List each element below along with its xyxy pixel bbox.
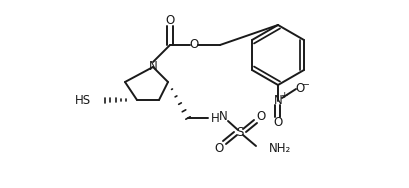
Text: O: O xyxy=(256,109,265,123)
Text: O: O xyxy=(214,142,223,155)
Text: N: N xyxy=(148,59,157,73)
Text: HS: HS xyxy=(75,93,91,106)
Text: O: O xyxy=(294,83,304,96)
Text: NH₂: NH₂ xyxy=(268,143,290,155)
Text: N: N xyxy=(218,111,227,124)
Text: S: S xyxy=(236,126,243,139)
Text: +: + xyxy=(280,92,287,101)
Text: H: H xyxy=(210,111,219,124)
Text: N: N xyxy=(273,95,282,108)
Text: O: O xyxy=(189,39,198,52)
Text: −: − xyxy=(301,80,309,89)
Text: O: O xyxy=(165,14,174,27)
Text: O: O xyxy=(273,115,282,129)
